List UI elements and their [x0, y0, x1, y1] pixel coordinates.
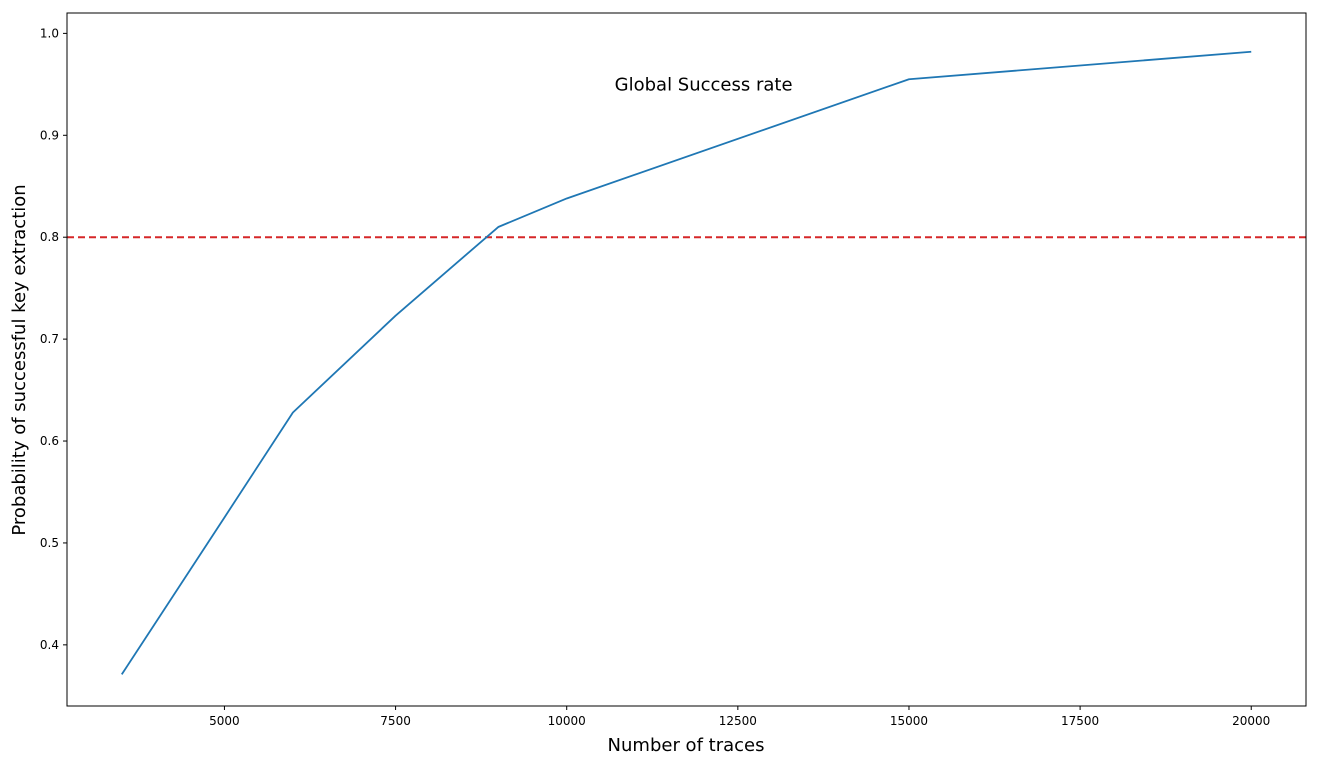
y-tick-label: 0.7 — [40, 332, 59, 346]
series-layer — [121, 50, 1252, 675]
x-tick-label: 7500 — [380, 714, 411, 728]
x-tick-label: 17500 — [1061, 714, 1099, 728]
plot-area — [67, 13, 1306, 706]
plot-frame — [66, 12, 1307, 707]
x-tick-label: 20000 — [1232, 714, 1270, 728]
y-tick-label: 0.6 — [40, 434, 59, 448]
y-tick-label: 0.8 — [40, 230, 59, 244]
x-tick-label: 10000 — [548, 714, 586, 728]
y-tick-label: 0.4 — [40, 638, 59, 652]
x-tick-label: 15000 — [890, 714, 928, 728]
y-tick-label: 0.5 — [40, 536, 59, 550]
y-tick-label: 1.0 — [40, 26, 59, 40]
series-line-0 — [121, 50, 1252, 675]
y-axis-label: Probability of successful key extraction — [9, 184, 30, 535]
x-tick-label: 5000 — [209, 714, 240, 728]
annotation-global-success-rate: Global Success rate — [615, 74, 793, 95]
x-tick-label: 12500 — [719, 714, 757, 728]
x-axis-label: Number of traces — [608, 735, 765, 756]
y-axis-ticks: 0.4 0.5 0.6 0.7 0.8 0.9 1.0 — [40, 26, 67, 652]
x-axis-ticks: 5000 7500 10000 12500 15000 17500 20000 — [209, 706, 1270, 728]
y-tick-label: 0.9 — [40, 128, 59, 142]
